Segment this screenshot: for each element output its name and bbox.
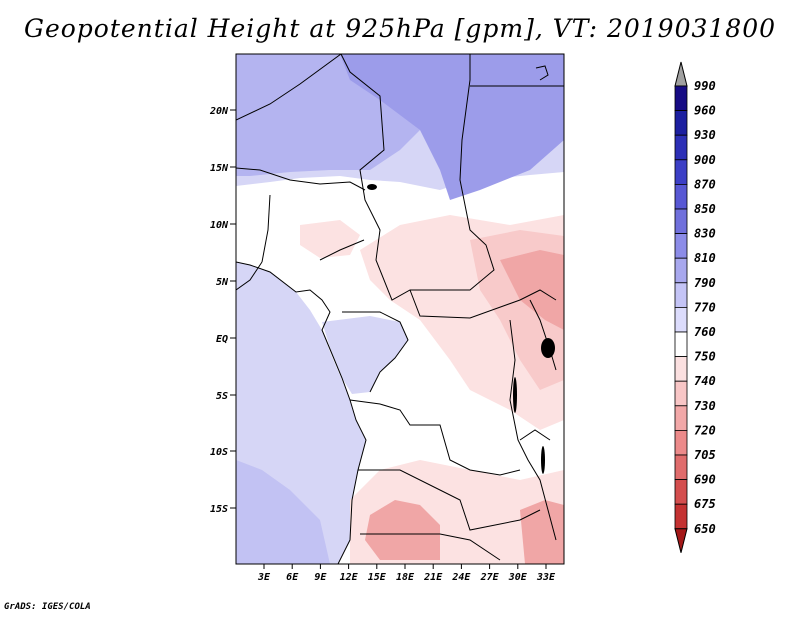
coastline-west [236, 261, 367, 564]
lat-tick-label: 10N [210, 220, 229, 231]
positive-anomaly-south-core [365, 500, 440, 560]
border-tanzania [519, 429, 551, 441]
lake-chad [367, 184, 377, 190]
colorbar-level-label: 960 [694, 104, 716, 118]
border-car-drc [409, 289, 557, 319]
lon-tick-label: 9E [314, 572, 327, 583]
lake-tanganyika [513, 377, 517, 413]
border-angola-drc [349, 399, 521, 476]
colorbar-swatch [674, 454, 688, 481]
colorbar-level-label: 760 [694, 325, 716, 339]
colorbar-level-label: 990 [694, 79, 716, 93]
lon-tick-label: 3E [257, 572, 271, 583]
border-sinai [535, 65, 549, 81]
lake-victoria [541, 338, 555, 358]
borders [236, 54, 564, 564]
border-uganda [529, 299, 557, 371]
colorbar-level-label: 870 [694, 177, 716, 191]
colorbar-level-label: 810 [694, 251, 716, 265]
colorbar: 990 960 930 900 870 850 830 810 790 770 760 750 740 7… [674, 61, 716, 553]
border-ghana-coast [236, 261, 263, 291]
colorbar-swatch [674, 110, 688, 136]
map-frame [235, 53, 565, 565]
lat-tick-label: 15N [210, 163, 229, 174]
lakes [367, 184, 555, 474]
colorbar-level-label: 650 [694, 522, 716, 536]
lon-tick-label: 15E [368, 572, 387, 583]
positive-anomaly-east-max [500, 250, 564, 330]
lat-tick-label: 10S [210, 447, 228, 458]
lon-tick-label: 6E [286, 572, 299, 583]
colorbar-swatch [674, 503, 688, 530]
longitude-axis: 3E 6E 9E 12E 15E 18E 21E 24E 27E 30E 33E [257, 564, 556, 583]
colorbar-swatch [674, 331, 688, 358]
colorbar-top-arrow [674, 61, 688, 87]
lon-tick-label: 12E [340, 572, 359, 583]
positive-anomaly-west-region [300, 220, 360, 258]
colorbar-level-label: 770 [694, 300, 716, 314]
colorbar-level-label: 730 [694, 399, 716, 413]
colorbar-swatch [674, 356, 688, 382]
colorbar-level-label: 720 [694, 423, 716, 437]
border-gabon-congo [342, 311, 409, 393]
colorbar-swatch [674, 479, 688, 505]
northeast-region [340, 54, 564, 200]
colorbar-level-label: 690 [694, 473, 716, 487]
border-cameroon-nigeria [319, 239, 365, 261]
colorbar-swatch [674, 282, 688, 308]
colorbar-level-label: 705 [694, 448, 716, 462]
colorbar-level-label: 830 [694, 227, 716, 241]
border-benin [261, 194, 271, 263]
chart-title: Geopotential Height at 925hPa [gpm], VT:… [23, 14, 777, 43]
lat-tick-label: 5N [216, 277, 229, 288]
colorbar-swatch [674, 257, 688, 284]
colorbar-bottom-arrow [674, 528, 688, 553]
colorbar-swatch [674, 85, 688, 112]
congo-basin-low-region [322, 316, 408, 394]
lat-tick-label: EQ [216, 334, 228, 345]
border-niger-nigeria [236, 167, 366, 191]
colorbar-level-label: 930 [694, 128, 716, 142]
lake-malawi [541, 446, 545, 474]
lon-tick-label: 27E [480, 572, 500, 583]
lon-tick-label: 21E [423, 572, 443, 583]
colorbar-level-label: 675 [694, 497, 716, 511]
colorbar-swatch [674, 208, 688, 235]
lat-tick-label: 15S [210, 504, 228, 515]
lon-tick-label: 18E [396, 572, 415, 583]
grads-credit: GrADS: IGES/COLA [4, 602, 91, 612]
border-mali-algeria [236, 54, 342, 121]
lon-tick-label: 30E [508, 572, 528, 583]
colorbar-swatch [674, 183, 688, 210]
border-rift-lakes [509, 319, 557, 541]
colorbar-swatch [674, 134, 688, 161]
border-angola-zambia [358, 469, 541, 531]
colorbar-level-label: 740 [694, 374, 716, 388]
colorbar-level-label: 900 [694, 153, 716, 167]
colorbar-swatch [674, 405, 688, 431]
colorbar-level-label: 850 [694, 202, 716, 216]
positive-anomaly-southeast-core [520, 500, 564, 564]
lon-tick-label: 24E [451, 572, 471, 583]
colorbar-level-label: 750 [694, 350, 716, 364]
colorbar-swatch [674, 159, 688, 185]
lat-tick-label: 5S [216, 391, 228, 402]
border-namibia [360, 533, 501, 561]
colorbar-swatch [674, 380, 688, 407]
southwest-ocean-region [236, 460, 330, 564]
colorbar-level-label: 790 [694, 276, 716, 290]
colorbar-swatch [674, 233, 688, 259]
lon-tick-label: 33E [536, 572, 556, 583]
colorbar-swatch [674, 306, 688, 333]
colorbar-swatch [674, 429, 688, 456]
lat-tick-label: 20N [209, 106, 229, 117]
latitude-axis: 20N 15N 10N 5N EQ 5S 10S 15S [209, 106, 236, 515]
map-field [236, 54, 564, 564]
